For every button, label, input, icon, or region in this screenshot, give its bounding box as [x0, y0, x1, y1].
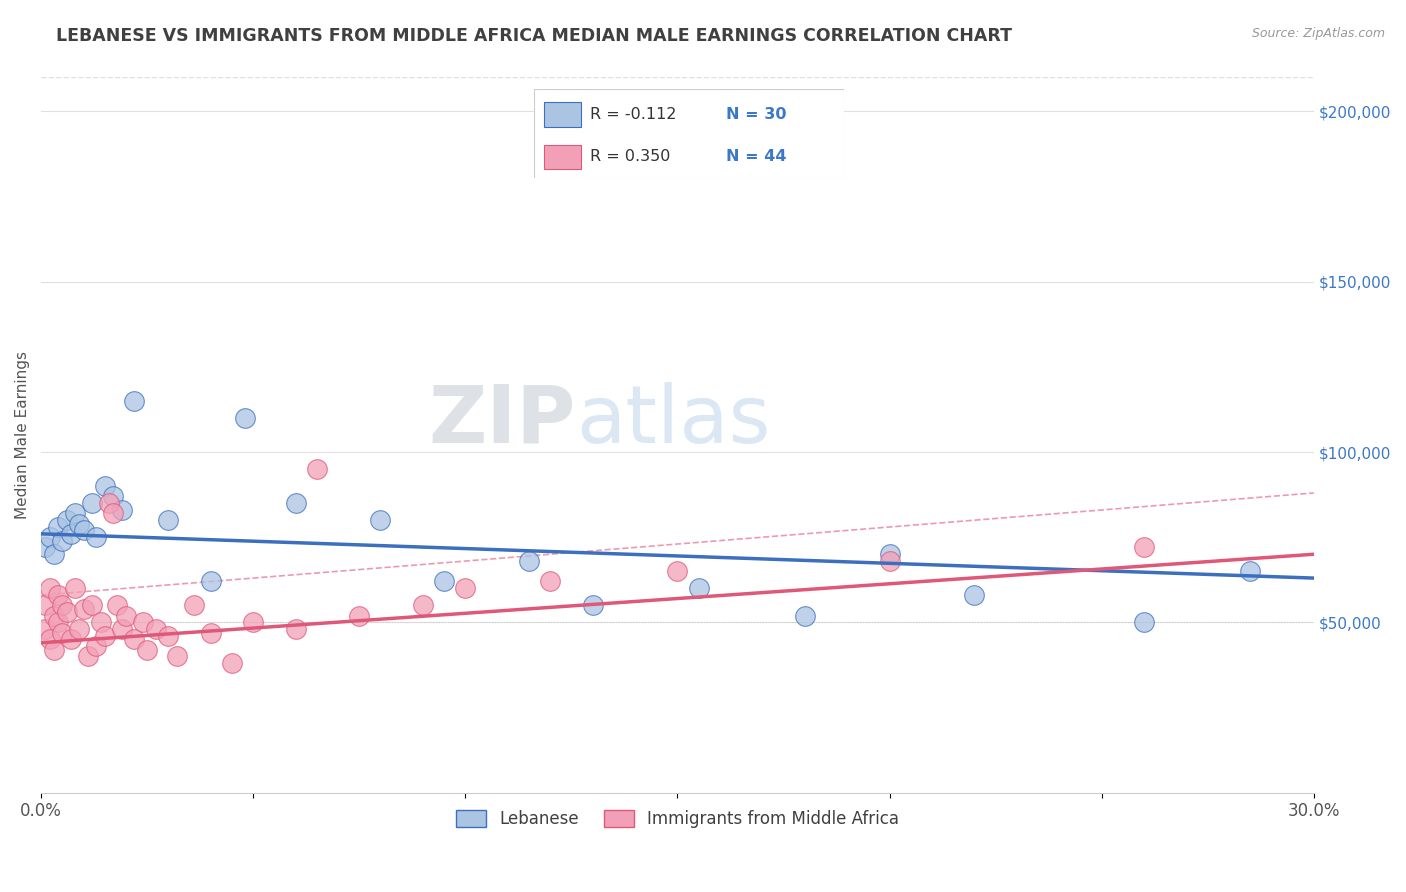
Point [80, 496, 103, 510]
Point [42, 547, 65, 561]
Point [221, 657, 243, 671]
Point [51, 599, 73, 613]
Point [538, 574, 561, 589]
Point [688, 582, 710, 596]
Point [793, 608, 815, 623]
Point [284, 496, 307, 510]
Point [1133, 541, 1156, 555]
Point [157, 513, 180, 527]
Point [200, 625, 222, 640]
Point [136, 642, 159, 657]
Point [305, 462, 328, 476]
Point [63, 507, 86, 521]
Point [166, 649, 188, 664]
Point [67, 516, 90, 531]
Point [879, 554, 901, 568]
Point [42, 642, 65, 657]
Point [132, 615, 155, 630]
Point [111, 622, 134, 636]
Point [63, 582, 86, 596]
Point [46, 615, 69, 630]
Text: N = 30: N = 30 [725, 107, 786, 121]
Point [89, 615, 111, 630]
Point [433, 574, 456, 589]
Point [517, 554, 540, 568]
Point [34, 541, 56, 555]
Text: R = -0.112: R = -0.112 [591, 107, 676, 121]
Point [59, 632, 82, 647]
Point [107, 599, 129, 613]
Y-axis label: Median Male Earnings: Median Male Earnings [15, 351, 30, 519]
Point [34, 622, 56, 636]
Point [124, 394, 146, 409]
Point [59, 526, 82, 541]
Point [55, 513, 77, 527]
Point [183, 599, 205, 613]
Point [72, 601, 94, 615]
Point [84, 639, 107, 653]
Point [46, 520, 69, 534]
Point [879, 547, 901, 561]
Text: R = 0.350: R = 0.350 [591, 150, 671, 164]
Point [963, 588, 986, 602]
Point [38, 530, 60, 544]
Text: ZIP: ZIP [429, 382, 575, 459]
Point [581, 599, 603, 613]
Point [284, 622, 307, 636]
Bar [544, 145, 581, 169]
Point [242, 615, 264, 630]
Point [76, 649, 98, 664]
Point [38, 632, 60, 647]
Text: LEBANESE VS IMMIGRANTS FROM MIDDLE AFRICA MEDIAN MALE EARNINGS CORRELATION CHART: LEBANESE VS IMMIGRANTS FROM MIDDLE AFRIC… [56, 27, 1012, 45]
Text: atlas: atlas [575, 382, 770, 459]
Point [111, 503, 134, 517]
Legend: Lebanese, Immigrants from Middle Africa: Lebanese, Immigrants from Middle Africa [449, 803, 905, 834]
Point [51, 625, 73, 640]
Point [42, 608, 65, 623]
Point [51, 533, 73, 548]
Point [370, 513, 392, 527]
Point [1239, 564, 1261, 578]
Point [103, 489, 125, 503]
Point [666, 564, 689, 578]
Point [1133, 615, 1156, 630]
Point [34, 599, 56, 613]
Text: N = 44: N = 44 [725, 150, 786, 164]
Point [349, 608, 371, 623]
Point [93, 629, 115, 643]
Point [145, 622, 167, 636]
Point [454, 582, 477, 596]
Point [46, 588, 69, 602]
Point [67, 622, 90, 636]
Point [80, 599, 103, 613]
Point [124, 632, 146, 647]
Point [98, 496, 121, 510]
Point [103, 507, 125, 521]
Point [55, 605, 77, 619]
Point [93, 479, 115, 493]
Point [72, 524, 94, 538]
Bar [544, 102, 581, 127]
Point [115, 608, 138, 623]
Text: Source: ZipAtlas.com: Source: ZipAtlas.com [1251, 27, 1385, 40]
Point [233, 411, 256, 425]
Point [412, 599, 434, 613]
Point [157, 629, 180, 643]
Point [38, 582, 60, 596]
Point [200, 574, 222, 589]
Point [84, 530, 107, 544]
